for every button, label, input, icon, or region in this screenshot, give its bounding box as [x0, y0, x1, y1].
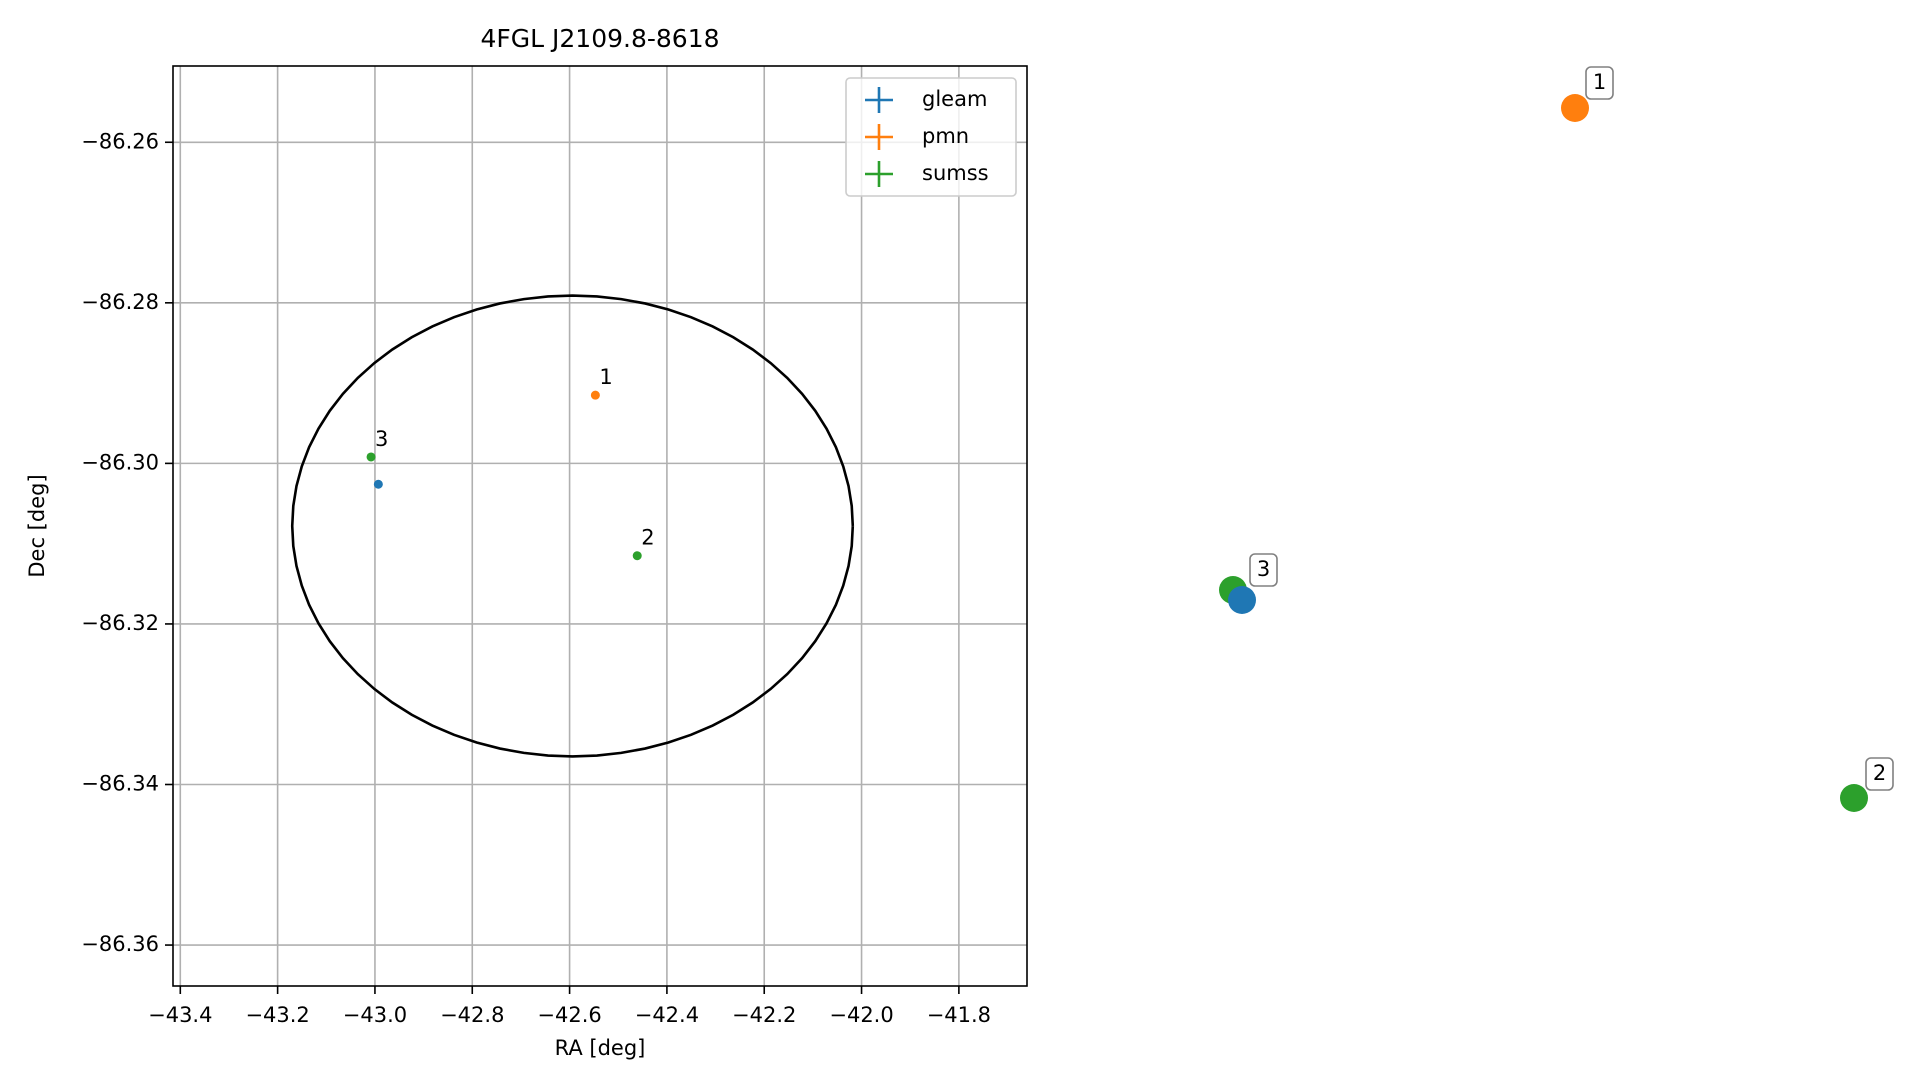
y-tick-label: −86.36	[81, 932, 159, 956]
y-axis-label: Dec [deg]	[25, 474, 49, 577]
y-tick-label: −86.28	[81, 290, 159, 314]
point-pmn	[590, 390, 600, 400]
legend-box	[845, 77, 1017, 197]
side-label-box	[1249, 553, 1278, 587]
y-tick-label: −86.30	[81, 450, 159, 474]
data-points: 1 2 3	[366, 365, 655, 561]
x-tick-label: −42.2	[732, 1003, 796, 1027]
side-marker	[1561, 94, 1589, 122]
y-axis-ticks: −86.26 −86.28 −86.30 −86.32 −86.34 −86.36	[81, 129, 173, 956]
y-tick-label: −86.26	[81, 129, 159, 153]
side-marker	[1840, 784, 1868, 812]
x-tick-label: −42.8	[440, 1003, 504, 1027]
y-tick-label: −86.32	[81, 611, 159, 635]
chart-title: 4FGL J2109.8-8618	[480, 24, 719, 53]
legend: gleam pmn sumss	[845, 77, 1017, 197]
side-label-box	[1585, 66, 1614, 100]
point-gleam	[373, 479, 383, 489]
point-label: 1	[599, 365, 612, 389]
side-marker	[1228, 586, 1256, 614]
x-tick-label: −42.0	[829, 1003, 893, 1027]
plot-frame	[172, 65, 1028, 987]
x-axis-ticks: −43.4 −43.2 −43.0 −42.8 −42.6 −42.4 −42.2 −42.0…	[148, 986, 991, 1027]
x-tick-label: −43.0	[343, 1003, 407, 1027]
x-axis-label: RA [deg]	[555, 1036, 646, 1060]
side-label-box	[1865, 757, 1894, 791]
x-tick-label: −43.4	[148, 1003, 212, 1027]
side-label: 2	[1873, 761, 1886, 785]
legend-label-sumss: sumss	[922, 161, 989, 185]
side-label: 1	[1593, 70, 1606, 94]
legend-label-gleam: gleam	[922, 87, 987, 111]
y-tick-label: −86.34	[81, 771, 159, 795]
legend-label-pmn: pmn	[922, 124, 969, 148]
point-sumss	[632, 551, 642, 561]
point-sumss	[366, 452, 376, 462]
x-tick-label: −42.6	[537, 1003, 601, 1027]
side-label: 3	[1257, 557, 1270, 581]
side-panel: 1 2 3	[1219, 66, 1894, 812]
point-label: 3	[375, 427, 388, 451]
x-tick-label: −41.8	[927, 1003, 991, 1027]
x-tick-label: −42.4	[635, 1003, 699, 1027]
x-tick-label: −43.2	[245, 1003, 309, 1027]
point-label: 2	[641, 526, 654, 550]
error-ellipse-path	[290, 294, 855, 758]
error-ellipse	[290, 294, 855, 758]
